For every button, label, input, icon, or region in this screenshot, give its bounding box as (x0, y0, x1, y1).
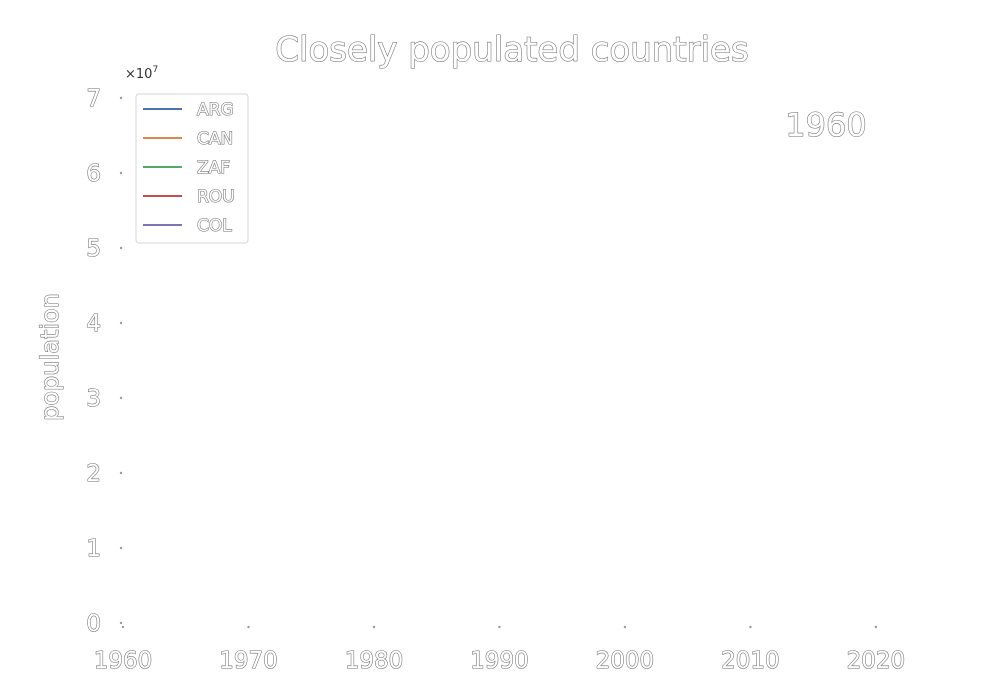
y-tick-label: 0 (86, 611, 101, 637)
legend: ARG CAN ZAF ROU COL (135, 93, 249, 244)
x-tick-mark (498, 625, 501, 629)
y-tick-label: 2 (86, 461, 101, 487)
legend-label-zaf: ZAF (197, 158, 230, 178)
y-tick-mark (119, 171, 123, 175)
y-tick-mark (119, 96, 123, 100)
y-tick-label: 7 (86, 86, 101, 112)
x-tick-label: 2010 (721, 648, 780, 674)
y-axis-label: population (36, 293, 64, 421)
y-axis-offset-exponent: 7 (152, 65, 158, 75)
x-tick-label: 1990 (470, 648, 529, 674)
x-tick-label: 1980 (345, 648, 404, 674)
x-tick-mark (372, 625, 376, 629)
x-tick-label: 2020 (847, 648, 906, 674)
x-tick-mark (247, 625, 250, 629)
y-tick-label: 4 (86, 311, 101, 337)
y-tick-mark (119, 396, 123, 400)
x-tick-mark (121, 625, 125, 629)
y-axis-offset-label: ×107 (125, 65, 158, 82)
y-axis-ticks: 0 1 2 3 4 5 6 7 (86, 85, 123, 638)
y-tick-label: 3 (86, 386, 101, 412)
y-tick-mark (119, 546, 123, 550)
legend-label-can: CAN (197, 129, 233, 149)
y-tick-mark (119, 321, 123, 325)
y-tick-mark (119, 621, 123, 625)
y-tick-mark (119, 471, 123, 475)
y-tick-mark (119, 246, 123, 250)
legend-label-arg: ARG (197, 100, 234, 120)
x-axis-ticks: 1960 1970 1980 1990 2000 2010 2020 (93, 625, 906, 675)
chart-title: Closely populated countries (275, 30, 748, 70)
y-axis-offset-base: ×10 (125, 67, 152, 82)
y-tick-label: 5 (86, 236, 101, 262)
legend-box (135, 93, 249, 244)
x-tick-label: 2000 (596, 648, 655, 674)
x-tick-label: 1960 (94, 648, 153, 674)
y-tick-label: 1 (86, 536, 101, 562)
x-tick-mark (623, 625, 627, 629)
legend-items: ARG CAN ZAF ROU COL (143, 99, 235, 237)
y-tick-label: 6 (86, 161, 101, 187)
x-tick-label: 1970 (219, 648, 278, 674)
legend-label-rou: ROU (197, 187, 235, 207)
current-year-label: 1960 (785, 106, 866, 144)
x-tick-mark (874, 625, 878, 629)
x-tick-mark (749, 625, 752, 629)
legend-label-col: COL (197, 216, 232, 236)
